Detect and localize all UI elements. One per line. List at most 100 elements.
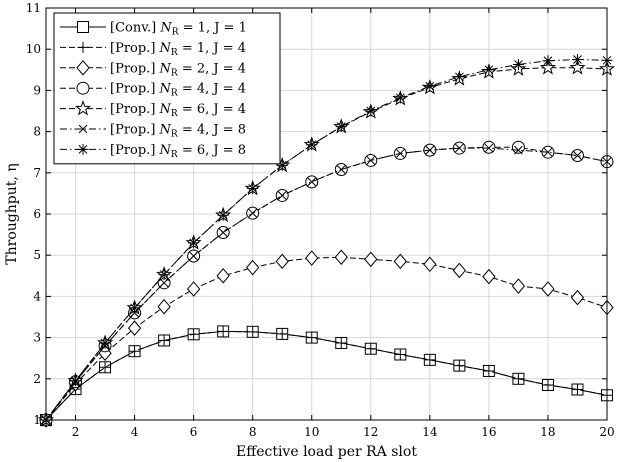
series-line bbox=[45, 58, 608, 421]
data-point bbox=[483, 365, 495, 377]
data-point bbox=[216, 268, 230, 284]
data-point bbox=[453, 360, 465, 372]
data-point bbox=[305, 250, 319, 266]
data-point bbox=[364, 251, 378, 268]
data-point bbox=[218, 228, 228, 237]
data-point bbox=[455, 143, 464, 153]
data-point bbox=[336, 165, 346, 174]
data-point bbox=[70, 375, 82, 387]
data-point bbox=[543, 147, 553, 157]
legend-label: [Conv.] NR = 1, J = 1 bbox=[110, 21, 247, 38]
data-point bbox=[99, 361, 111, 373]
data-point bbox=[277, 191, 287, 200]
x-tick-label: 18 bbox=[540, 425, 555, 439]
legend-label: [Prop.] NR = 6, J = 8 bbox=[110, 143, 246, 160]
data-point bbox=[247, 326, 259, 338]
legend-label: [Prop.] NR = 4, J = 8 bbox=[110, 123, 246, 140]
data-point bbox=[129, 345, 141, 357]
data-point bbox=[484, 143, 494, 153]
data-point bbox=[365, 105, 377, 117]
data-point bbox=[335, 121, 347, 133]
data-point bbox=[217, 325, 229, 337]
legend-label: [Prop.] NR = 1, J = 4 bbox=[110, 41, 246, 58]
data-point bbox=[365, 343, 377, 355]
legend-entry: [Prop.] NR = 4, J = 8 bbox=[60, 123, 246, 140]
data-point bbox=[276, 328, 288, 340]
x-tick-label: 14 bbox=[422, 425, 438, 439]
data-point bbox=[424, 80, 436, 92]
data-point bbox=[99, 337, 111, 349]
legend-entry: [Prop.] NR = 6, J = 8 bbox=[60, 143, 246, 160]
data-point bbox=[423, 256, 437, 273]
data-point bbox=[217, 209, 229, 221]
data-point bbox=[395, 149, 405, 158]
series-1 bbox=[40, 325, 613, 426]
data-point bbox=[542, 379, 554, 391]
legend-marker bbox=[77, 41, 89, 53]
data-point bbox=[276, 159, 288, 171]
y-tick-label: 8 bbox=[33, 125, 41, 139]
data-point bbox=[306, 332, 318, 344]
y-tick-label: 3 bbox=[33, 331, 41, 345]
y-tick-label: 9 bbox=[33, 83, 41, 97]
legend-marker bbox=[76, 81, 90, 95]
data-point bbox=[539, 59, 556, 75]
legend-label: [Prop.] NR = 2, J = 4 bbox=[110, 61, 246, 78]
series-7 bbox=[40, 54, 613, 426]
data-point bbox=[424, 354, 436, 366]
data-point bbox=[514, 145, 523, 155]
data-point bbox=[512, 373, 524, 385]
legend-entry: [Prop.] NR = 2, J = 4 bbox=[60, 60, 246, 78]
x-tick-label: 10 bbox=[304, 425, 319, 439]
legend-marker bbox=[78, 124, 88, 134]
x-tick-label: 4 bbox=[131, 425, 139, 439]
legend-entry: [Prop.] NR = 6, J = 4 bbox=[60, 100, 246, 119]
y-tick-label: 11 bbox=[26, 1, 41, 15]
series-line bbox=[45, 256, 608, 421]
legend: [Conv.] NR = 1, J = 1 [Prop.] NR = 1, J =… bbox=[53, 12, 281, 165]
x-tick-label: 6 bbox=[190, 425, 198, 439]
data-point bbox=[247, 182, 259, 194]
series-2 bbox=[40, 325, 613, 426]
data-point bbox=[394, 348, 406, 360]
data-point bbox=[275, 253, 289, 270]
y-tick-label: 10 bbox=[26, 42, 41, 56]
series-4 bbox=[39, 140, 614, 427]
data-point bbox=[571, 384, 583, 396]
y-tick-label: 4 bbox=[33, 289, 41, 303]
data-point bbox=[453, 71, 465, 83]
data-point bbox=[129, 302, 141, 314]
y-tick-label: 6 bbox=[33, 207, 41, 221]
data-point bbox=[541, 281, 555, 297]
data-point bbox=[159, 278, 169, 288]
data-point bbox=[186, 281, 201, 297]
data-point bbox=[573, 151, 582, 160]
data-point bbox=[483, 64, 495, 76]
legend-marker bbox=[77, 143, 89, 155]
data-point bbox=[158, 334, 170, 346]
data-point bbox=[569, 59, 586, 75]
legend-marker bbox=[76, 60, 90, 76]
data-point bbox=[246, 259, 260, 276]
data-point bbox=[482, 140, 496, 154]
x-tick-label: 20 bbox=[599, 425, 614, 439]
y-axis-title: Throughput, η bbox=[4, 163, 20, 264]
data-point bbox=[511, 278, 526, 294]
data-point bbox=[334, 249, 348, 266]
legend-marker bbox=[74, 100, 92, 116]
data-point bbox=[366, 156, 376, 165]
data-point bbox=[188, 237, 200, 249]
data-point bbox=[542, 55, 554, 67]
x-tick-label: 2 bbox=[72, 425, 80, 439]
legend-entry: [Prop.] NR = 4, J = 4 bbox=[60, 81, 246, 99]
y-tick-label: 5 bbox=[33, 248, 41, 262]
x-tick-label: 8 bbox=[249, 425, 257, 439]
x-tick-label: 16 bbox=[481, 425, 496, 439]
y-tick-label: 7 bbox=[33, 166, 41, 180]
data-point bbox=[157, 298, 171, 315]
y-tick-label: 1 bbox=[33, 413, 41, 427]
data-point bbox=[512, 58, 524, 70]
